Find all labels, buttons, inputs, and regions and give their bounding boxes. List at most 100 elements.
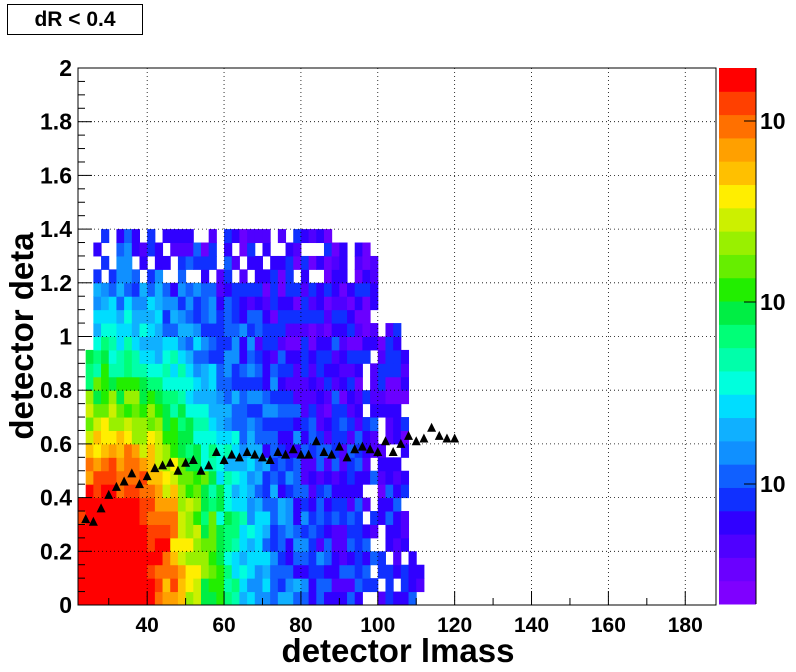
heatmap-cell bbox=[116, 497, 125, 512]
heatmap-cell bbox=[170, 403, 179, 418]
heatmap-cell bbox=[293, 524, 302, 539]
heatmap-cell bbox=[254, 309, 263, 324]
heatmap-cell bbox=[339, 511, 348, 525]
heatmap-cell bbox=[331, 578, 340, 593]
heatmap-cell bbox=[124, 443, 133, 458]
heatmap-cell bbox=[239, 229, 248, 244]
heatmap-cell bbox=[347, 484, 356, 499]
heatmap-cell bbox=[193, 336, 202, 351]
heatmap-cell bbox=[239, 430, 248, 445]
heatmap-cell bbox=[331, 255, 340, 270]
heatmap-cell bbox=[300, 511, 310, 525]
colorbar-tick-label: 10 bbox=[760, 289, 786, 315]
heatmap-cell bbox=[170, 484, 179, 499]
heatmap-cell bbox=[162, 511, 171, 525]
heatmap-cell bbox=[316, 497, 325, 512]
heatmap-cell bbox=[139, 242, 148, 257]
heatmap-cell bbox=[101, 591, 110, 606]
heatmap-cell bbox=[193, 591, 202, 606]
heatmap-cell bbox=[208, 390, 217, 405]
heatmap-cell bbox=[101, 511, 110, 525]
heatmap-cell bbox=[216, 511, 225, 525]
heatmap-cell bbox=[170, 511, 179, 525]
heatmap-cell bbox=[154, 511, 164, 525]
heatmap-cell bbox=[300, 457, 310, 472]
heatmap-cell bbox=[208, 296, 217, 311]
heatmap-cell bbox=[185, 390, 194, 405]
profile-marker bbox=[327, 449, 337, 459]
heatmap-cell bbox=[162, 564, 171, 579]
heatmap-cell bbox=[370, 296, 379, 311]
profile-marker bbox=[81, 514, 91, 524]
heatmap-cell bbox=[331, 537, 340, 552]
heatmap-cell bbox=[131, 269, 140, 284]
heatmap-cell bbox=[124, 282, 133, 297]
heatmap-cell bbox=[177, 564, 187, 579]
heatmap-cell bbox=[323, 484, 333, 499]
heatmap-cell bbox=[285, 591, 294, 606]
heatmap-cell bbox=[147, 564, 156, 579]
heatmap-cell bbox=[385, 403, 394, 418]
heatmap-cell bbox=[316, 349, 325, 364]
heatmap-cell bbox=[131, 390, 140, 405]
heatmap-cell bbox=[101, 484, 110, 499]
heatmap-cell bbox=[124, 497, 133, 512]
heatmap-cell bbox=[393, 349, 402, 364]
heatmap-cell bbox=[262, 349, 271, 364]
heatmap-cell bbox=[254, 497, 263, 512]
heatmap-cell bbox=[247, 363, 256, 378]
heatmap-cell bbox=[354, 578, 363, 593]
heatmap-cell bbox=[370, 403, 379, 418]
heatmap-cell bbox=[323, 390, 333, 405]
heatmap-cell bbox=[208, 497, 217, 512]
colorbar-segment bbox=[719, 137, 756, 162]
heatmap-cell bbox=[224, 363, 233, 378]
heatmap-cell bbox=[331, 242, 340, 257]
y-tick-label: 1.4 bbox=[40, 216, 72, 242]
heatmap-cell bbox=[93, 349, 102, 364]
heatmap-cell bbox=[277, 390, 287, 405]
heatmap-cell bbox=[231, 323, 240, 337]
heatmap-cell bbox=[116, 376, 125, 391]
heatmap-cell bbox=[239, 242, 248, 257]
heatmap-cell bbox=[208, 564, 217, 579]
heatmap-cell bbox=[93, 537, 102, 552]
heatmap-cell bbox=[347, 390, 356, 405]
heatmap-cell bbox=[224, 282, 233, 297]
heatmap-cell bbox=[139, 323, 148, 337]
x-tick-label: 180 bbox=[668, 614, 703, 637]
heatmap-cell bbox=[254, 403, 263, 418]
heatmap-cell bbox=[124, 484, 133, 499]
heatmap-cell bbox=[239, 443, 248, 458]
heatmap-cell bbox=[216, 323, 225, 337]
heatmap-cell bbox=[362, 457, 371, 472]
heatmap-cell bbox=[393, 564, 402, 579]
heatmap-cell bbox=[139, 470, 148, 485]
heatmap-cell bbox=[262, 403, 271, 418]
heatmap-cell bbox=[308, 497, 317, 512]
heatmap-cell bbox=[224, 390, 233, 405]
heatmap-cell bbox=[101, 564, 110, 579]
heatmap-cell bbox=[224, 484, 233, 499]
heatmap-cell bbox=[285, 443, 294, 458]
heatmap-cell bbox=[139, 511, 148, 525]
heatmap-cell bbox=[170, 363, 179, 378]
heatmap-cell bbox=[78, 511, 87, 525]
heatmap-cell bbox=[339, 537, 348, 552]
heatmap-cell bbox=[224, 457, 233, 472]
heatmap-cell bbox=[285, 376, 294, 391]
heatmap-cell bbox=[270, 564, 279, 579]
heatmap-cell bbox=[108, 457, 117, 472]
heatmap-cell bbox=[362, 390, 371, 405]
heatmap-cell bbox=[239, 564, 248, 579]
heatmap-cell bbox=[216, 497, 225, 512]
heatmap-cell bbox=[354, 336, 363, 351]
heatmap-cell bbox=[385, 497, 394, 512]
heatmap-cell bbox=[200, 282, 210, 297]
heatmap-cell bbox=[277, 591, 287, 606]
heatmap-cell bbox=[262, 282, 271, 297]
heatmap-cell bbox=[231, 309, 240, 324]
heatmap-cell bbox=[231, 349, 240, 364]
heatmap-cell bbox=[293, 296, 302, 311]
heatmap-cell bbox=[308, 564, 317, 579]
